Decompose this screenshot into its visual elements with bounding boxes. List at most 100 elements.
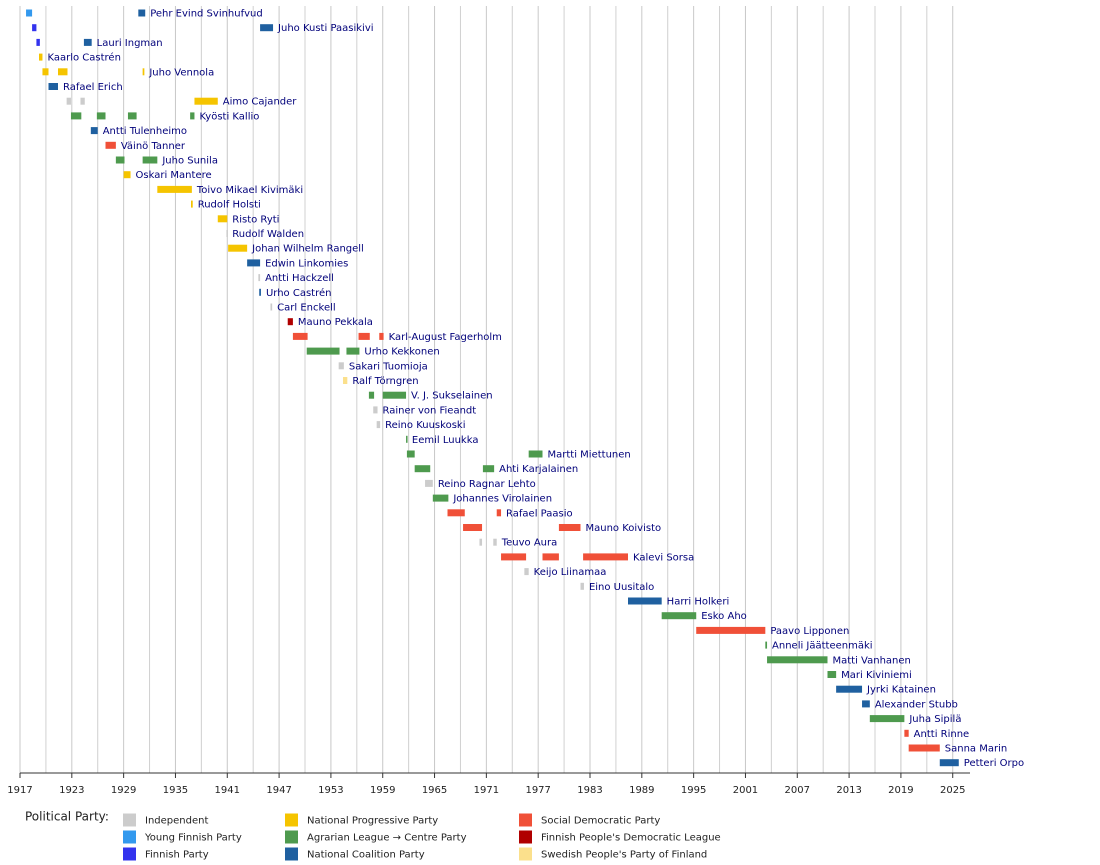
term-bar bbox=[414, 465, 431, 473]
x-tick-label: 2013 bbox=[836, 785, 861, 796]
term-bar bbox=[83, 38, 92, 46]
term-bar bbox=[259, 288, 261, 296]
term-bar bbox=[558, 524, 581, 531]
x-tick-label: 1947 bbox=[266, 785, 291, 796]
term-bar bbox=[270, 303, 273, 311]
term-bar bbox=[80, 97, 85, 105]
prime-minister-label: Anneli Jäätteenmäki bbox=[772, 641, 873, 652]
prime-minister-label: Antti Hackzell bbox=[265, 273, 334, 284]
term-bar bbox=[696, 626, 766, 634]
legend-label: Finnish People's Democratic League bbox=[541, 833, 721, 844]
x-tick-label: 1935 bbox=[163, 785, 188, 796]
term-bar bbox=[358, 332, 370, 340]
x-tick-label: 1977 bbox=[525, 785, 550, 796]
prime-minister-label: Reino Ragnar Lehto bbox=[438, 479, 536, 490]
prime-minister-label: V. J. Sukselainen bbox=[411, 391, 493, 402]
prime-minister-label: Alexander Stubb bbox=[875, 699, 958, 710]
term-bar bbox=[306, 347, 340, 355]
x-tick-label: 1953 bbox=[318, 785, 343, 796]
prime-minister-label: Risto Ryti bbox=[232, 214, 279, 225]
prime-minister-label: Urho Kekkonen bbox=[364, 347, 439, 358]
prime-minister-label: Paavo Lipponen bbox=[770, 626, 849, 637]
term-bar bbox=[343, 377, 348, 384]
prime-minister-label: Lauri Ingman bbox=[97, 38, 163, 49]
prime-minister-label: Karl-August Fagerholm bbox=[389, 332, 502, 343]
term-bar bbox=[496, 509, 502, 517]
legend-title: Political Party: bbox=[25, 810, 109, 824]
term-bar bbox=[904, 729, 909, 737]
term-bar bbox=[432, 494, 449, 502]
prime-minister-label: Juho Vennola bbox=[148, 67, 214, 78]
legend-label: Swedish People's Party of Finland bbox=[541, 850, 707, 861]
legend-swatch bbox=[123, 830, 136, 844]
term-bar bbox=[765, 641, 768, 649]
term-bar bbox=[406, 435, 408, 443]
prime-minister-label: Esko Aho bbox=[701, 611, 747, 622]
prime-minister-label: Rafael Paasio bbox=[506, 508, 573, 519]
legend-swatch bbox=[285, 847, 298, 861]
term-bar bbox=[260, 24, 274, 32]
term-bar bbox=[123, 171, 131, 179]
x-tick-label: 1923 bbox=[59, 785, 84, 796]
prime-minister-label: Aimo Cajander bbox=[223, 97, 298, 108]
term-bar bbox=[142, 156, 158, 164]
term-bar bbox=[26, 9, 33, 17]
term-bar bbox=[90, 127, 98, 135]
prime-minister-label: Ahti Karjalainen bbox=[499, 464, 578, 475]
term-bar bbox=[258, 274, 261, 282]
term-bar bbox=[48, 83, 58, 90]
legend-swatch bbox=[123, 813, 136, 827]
term-bar bbox=[292, 332, 308, 340]
term-bar bbox=[376, 421, 381, 429]
prime-minister-label: Rainer von Fieandt bbox=[383, 405, 477, 416]
term-bar bbox=[287, 318, 293, 326]
term-bar bbox=[827, 671, 837, 678]
term-bar bbox=[542, 553, 559, 561]
term-bar bbox=[228, 244, 248, 252]
term-bar bbox=[138, 9, 146, 17]
term-bar bbox=[528, 450, 543, 458]
term-bar bbox=[447, 509, 465, 517]
prime-minister-label: Teuvo Aura bbox=[501, 538, 558, 549]
term-bar bbox=[194, 97, 218, 105]
prime-minister-label: Matti Vanhanen bbox=[833, 655, 911, 666]
prime-minister-label: Rudolf Walden bbox=[232, 229, 304, 240]
term-bar bbox=[661, 612, 697, 620]
prime-minister-label: Mauno Pekkala bbox=[298, 317, 373, 328]
term-bar bbox=[767, 656, 828, 664]
prime-minister-label: Eino Uusitalo bbox=[589, 582, 654, 593]
term-bar bbox=[70, 112, 82, 120]
prime-minister-label: Pehr Evind Svinhufvud bbox=[150, 9, 263, 20]
term-bar bbox=[862, 700, 870, 708]
term-bar bbox=[36, 38, 40, 46]
x-tick-label: 1989 bbox=[629, 785, 654, 796]
term-bar bbox=[368, 391, 375, 399]
prime-minister-label: Jyrki Katainen bbox=[866, 685, 936, 696]
prime-minister-label: Mauno Koivisto bbox=[586, 523, 662, 534]
prime-minister-label: Sakari Tuomioja bbox=[349, 361, 428, 372]
prime-minister-label: Antti Rinne bbox=[914, 729, 970, 740]
term-bar bbox=[382, 391, 407, 399]
prime-minister-label: Reino Kuuskoski bbox=[385, 420, 465, 431]
x-tick-label: 2019 bbox=[888, 785, 913, 796]
term-bar bbox=[105, 141, 116, 149]
prime-minister-label: Martti Miettunen bbox=[548, 450, 631, 461]
x-tick-label: 1965 bbox=[422, 785, 447, 796]
prime-minister-label: Toivo Mikael Kivimäki bbox=[196, 185, 303, 196]
term-bar bbox=[247, 259, 261, 267]
x-tick-label: 1917 bbox=[7, 785, 32, 796]
term-bar bbox=[32, 24, 37, 32]
term-bar bbox=[217, 215, 228, 223]
prime-minister-label: Rafael Erich bbox=[63, 82, 123, 93]
term-bar bbox=[379, 332, 384, 340]
legend-label: National Coalition Party bbox=[307, 850, 425, 861]
prime-minister-label: Edwin Linkomies bbox=[265, 258, 348, 269]
term-bar bbox=[346, 347, 360, 355]
term-bar bbox=[836, 685, 863, 693]
term-bar bbox=[463, 524, 483, 531]
x-tick-label: 1971 bbox=[474, 785, 499, 796]
prime-minister-label: Kaarlo Castrén bbox=[47, 52, 120, 64]
legend-swatch bbox=[285, 830, 298, 844]
term-bar bbox=[628, 597, 662, 605]
